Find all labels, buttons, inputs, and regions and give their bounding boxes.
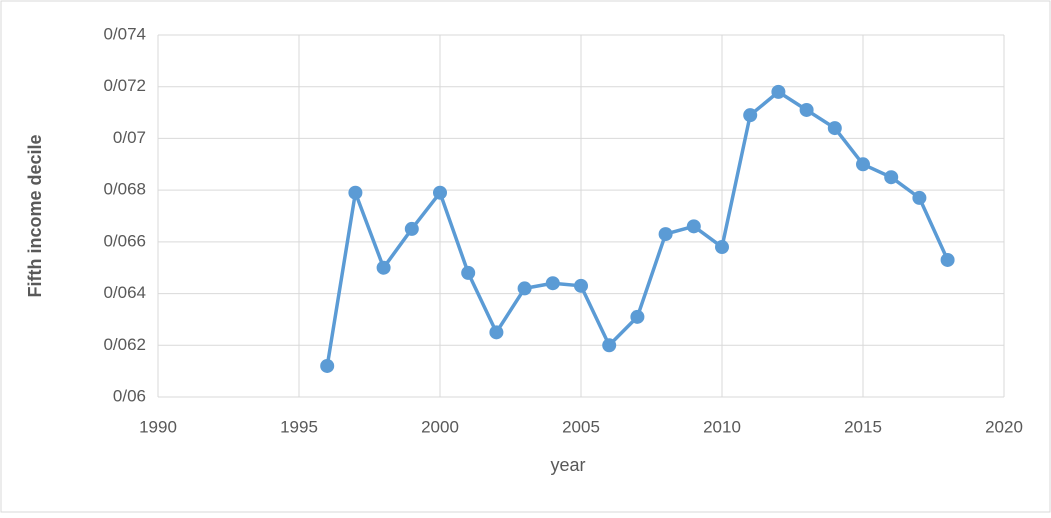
data-point	[743, 108, 758, 123]
data-point	[545, 276, 560, 291]
x-tick-label: 2010	[703, 417, 741, 436]
data-point	[912, 190, 927, 205]
x-tick-label: 1990	[139, 417, 177, 436]
data-point	[856, 157, 870, 172]
y-tick-label: 0/07	[113, 128, 146, 147]
x-tick-label: 2015	[844, 417, 882, 436]
data-point	[348, 185, 363, 200]
data-point	[715, 240, 729, 255]
x-tick-label: 2020	[985, 417, 1023, 436]
data-point	[630, 309, 645, 324]
data-point	[433, 185, 447, 200]
data-point	[771, 84, 786, 99]
data-point	[489, 325, 504, 340]
data-point	[376, 260, 391, 275]
data-point	[461, 265, 476, 280]
data-point	[686, 219, 701, 234]
y-tick-label: 0/068	[103, 180, 146, 199]
data-point	[884, 170, 899, 185]
y-tick-label: 0/074	[103, 24, 146, 43]
y-tick-label: 0/064	[103, 283, 146, 302]
y-axis-title: Fifth income decile	[25, 134, 45, 297]
data-point	[940, 252, 955, 267]
data-point	[574, 278, 588, 293]
x-axis-title: year	[550, 455, 585, 475]
data-point	[602, 338, 617, 353]
data-point	[517, 281, 532, 296]
x-tick-label: 1995	[280, 417, 318, 436]
y-tick-label: 0/066	[103, 231, 146, 250]
data-point	[799, 102, 814, 117]
x-tick-label: 2005	[562, 417, 600, 436]
data-point	[320, 358, 335, 373]
data-point	[404, 221, 419, 236]
data-point	[827, 121, 842, 136]
y-tick-label: 0/062	[103, 335, 146, 354]
x-tick-label: 2000	[421, 417, 459, 436]
y-tick-label: 0/072	[103, 76, 146, 95]
data-point	[658, 227, 673, 242]
y-tick-label: 0/06	[113, 386, 146, 405]
